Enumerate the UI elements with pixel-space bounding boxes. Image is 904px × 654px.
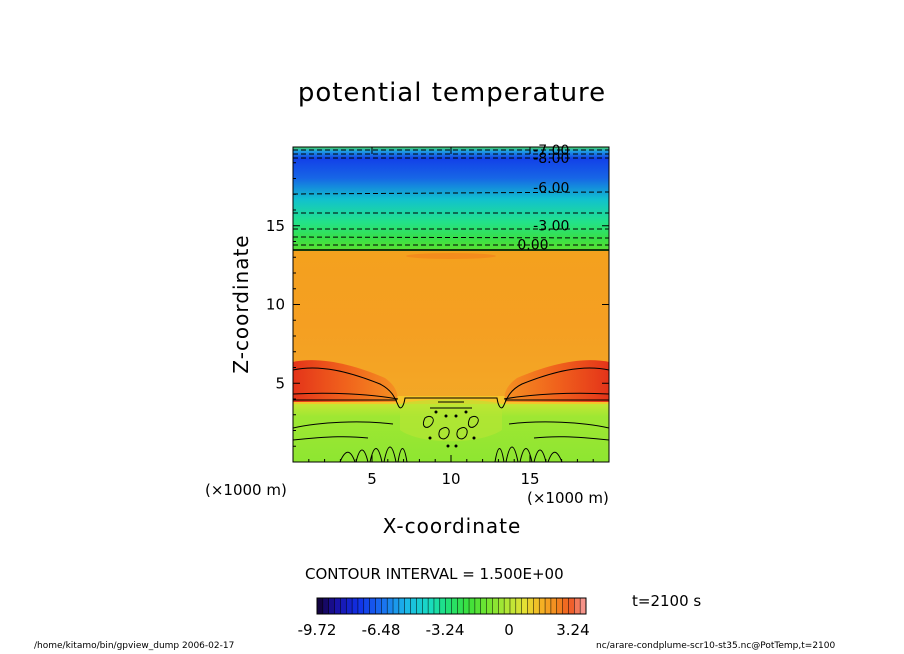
colorbar-swatch xyxy=(509,598,517,614)
colorbar-swatch xyxy=(568,598,575,614)
contour-label: -8.00 xyxy=(533,151,569,167)
colorbar-swatch xyxy=(404,598,412,614)
colorbar-swatch xyxy=(428,598,435,614)
x-axis-unit: (×1000 m) xyxy=(205,481,287,499)
colorbar-swatch xyxy=(381,598,388,614)
chart-title: potential temperature xyxy=(297,78,607,108)
colorbar-swatch xyxy=(410,598,417,614)
colorbar-swatch xyxy=(398,598,406,614)
negative-contours xyxy=(293,149,609,246)
y-tick-label: 10 xyxy=(266,296,285,314)
colorbar-swatch xyxy=(422,598,429,614)
colorbar-swatch xyxy=(346,598,353,614)
colorbar-tick-label: -9.72 xyxy=(298,621,337,639)
heatmap-field xyxy=(293,147,609,462)
colorbar-swatch xyxy=(498,598,505,614)
colorbar-swatch xyxy=(463,598,470,614)
x-tick-label: 5 xyxy=(367,470,377,488)
left-warm-cap xyxy=(293,360,398,402)
colorbar-swatch xyxy=(533,598,540,614)
y-axis-unit: (×1000 m) xyxy=(527,489,609,507)
colorbar-swatch xyxy=(457,598,464,614)
contour-label: -6.00 xyxy=(533,181,569,197)
footer-command: /home/kitamo/bin/gpview_dump 2006-02-17 xyxy=(34,641,235,651)
colorbar-swatch xyxy=(515,598,523,614)
colorbar-swatch xyxy=(334,598,341,614)
contour-label: -7.00 xyxy=(533,143,569,159)
colorbar-tick-label: -3.24 xyxy=(426,621,465,639)
colorbar-swatch xyxy=(527,598,534,614)
colorbar-swatch xyxy=(562,598,569,614)
colorbar-tick-label: 3.24 xyxy=(556,621,589,639)
colorbar-swatch xyxy=(416,598,423,614)
colorbar-swatch xyxy=(504,598,511,614)
axis-ticks: 5 10 15 5 10 15 xyxy=(266,147,609,488)
plume-core xyxy=(400,399,502,442)
colorbar-swatch xyxy=(539,598,546,614)
colorbar-swatch xyxy=(545,598,552,614)
contour-labels: -7.00-8.00 -6.00 -3.00 0.00 xyxy=(517,143,569,254)
colorbar-tick-label: -6.48 xyxy=(362,621,401,639)
positive-contours xyxy=(293,249,609,462)
colorbar-swatch xyxy=(580,598,587,614)
contour-dots xyxy=(428,410,476,448)
upper-anomaly xyxy=(406,253,496,259)
colorbar-swatch xyxy=(328,598,336,614)
colorbar-swatch xyxy=(486,598,493,614)
colorbar-frame xyxy=(316,597,587,615)
colorbar-swatch xyxy=(492,598,499,614)
x-tick-label: 10 xyxy=(441,470,460,488)
colorbar-swatch xyxy=(352,598,359,614)
colorbar-swatch xyxy=(451,598,458,614)
colorbar-swatch xyxy=(480,598,488,614)
colorbar-swatch xyxy=(387,598,394,614)
colorbar-tick-label: 0 xyxy=(504,621,514,639)
y-tick-label: 5 xyxy=(275,374,285,392)
right-warm-cap xyxy=(504,360,609,402)
colorbar-swatch xyxy=(369,598,376,614)
colorbar-swatch xyxy=(469,598,476,614)
colorbar-swatch xyxy=(556,598,564,614)
colorbar-swatch xyxy=(375,598,382,614)
colorbar-swatch xyxy=(521,598,529,614)
colorbar-swatch xyxy=(317,598,324,614)
colorbar-swatch xyxy=(363,598,371,614)
contour-label: 0.00 xyxy=(517,237,548,253)
footer-source: nc/arare-condplume-scr10-st35.nc@PotTemp… xyxy=(596,641,836,651)
colorbar-swatch xyxy=(574,598,581,614)
colorbar-swatch xyxy=(357,598,365,614)
colorbar-swatch xyxy=(474,598,482,614)
upper-stable-layer xyxy=(293,147,609,251)
time-label: t=2100 s xyxy=(632,592,702,610)
contour-interval-label: CONTOUR INTERVAL = 1.500E+00 xyxy=(305,565,564,583)
x-tick-label: 15 xyxy=(520,470,539,488)
colorbar-swatch xyxy=(433,598,441,614)
contour-label: -3.00 xyxy=(533,218,569,234)
y-tick-label: 15 xyxy=(266,217,285,235)
colorbar-swatch xyxy=(393,598,400,614)
colorbar-swatch xyxy=(550,598,558,614)
colorbar-swatch xyxy=(439,598,447,614)
colorbar: -9.72 -6.48 -3.24 0 3.24 xyxy=(298,597,590,639)
colorbar-swatch xyxy=(322,598,330,614)
colorbar-swatch xyxy=(445,598,452,614)
colorbar-swatch xyxy=(340,598,347,614)
x-axis-label: X-coordinate xyxy=(382,514,522,538)
